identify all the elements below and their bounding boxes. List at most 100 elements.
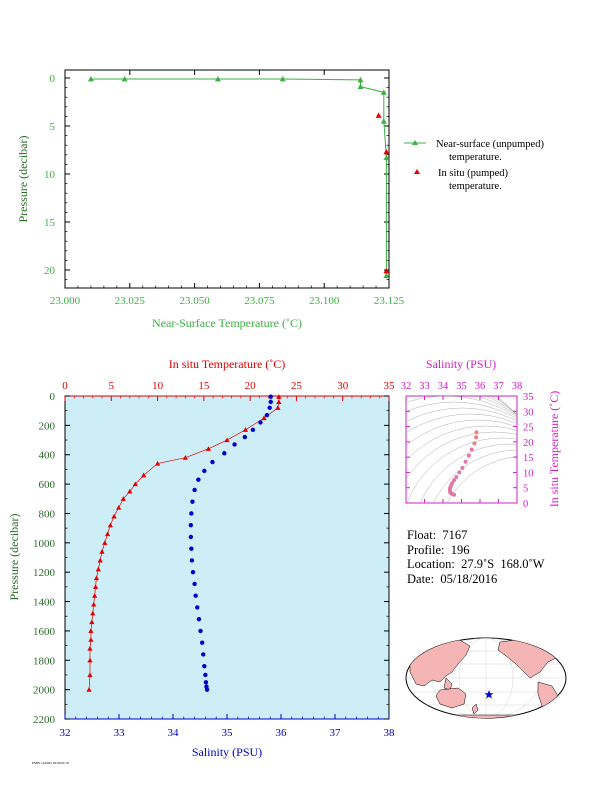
main-plot-background [64, 395, 390, 720]
temperature-point [88, 628, 94, 633]
ts-salinity-tick-label: 33 [419, 381, 430, 392]
near-surface-point [380, 118, 387, 124]
pressure-tick-label: 2200 [33, 714, 56, 726]
profile-date: Date: 05/18/2016 [407, 571, 498, 586]
top-y-tick-label: 5 [50, 121, 56, 133]
ts-point [452, 492, 457, 497]
legend-near-surface-line1: Near-surface (unpumped) [436, 139, 544, 150]
pressure-tick-label: 600 [39, 479, 56, 491]
salinity-point [195, 605, 200, 610]
ts-point [457, 470, 462, 475]
top-x-tick-label: 23.025 [115, 295, 146, 307]
top-x-tick-label: 23.075 [244, 295, 275, 307]
near-surface-point [357, 83, 364, 90]
ts-salinity-tick-label: 35 [456, 381, 467, 392]
temp-tick-label: 15 [198, 380, 210, 392]
temperature-point [95, 566, 101, 572]
top-x-tick-label: 23.050 [179, 295, 210, 307]
ts-temp-tick-label: 35 [523, 392, 534, 403]
temperature-point [116, 504, 122, 510]
salinity-point [201, 652, 206, 657]
ts-point [460, 465, 465, 470]
in-situ-point [383, 148, 390, 155]
temperature-point [92, 593, 98, 598]
legend-marker-in-situ [414, 169, 420, 174]
temperature-point [120, 496, 126, 501]
pressure-tick-label: 200 [39, 420, 56, 432]
ts-salinity-tick-label: 34 [438, 381, 449, 392]
ts-point [463, 459, 468, 464]
top-x-tick-label: 23.000 [50, 295, 81, 307]
salinity-point [189, 558, 195, 563]
salinity-point [199, 640, 205, 645]
temperature-point [261, 415, 267, 421]
australia-landmass [435, 687, 467, 709]
temperature-point [102, 540, 108, 545]
salinity-point [190, 569, 196, 575]
temperature-point [127, 488, 133, 494]
salinity-point [210, 459, 215, 465]
salinity-point [242, 434, 248, 440]
ts-temp-tick-label: 5 [523, 484, 528, 495]
temperature-point [87, 672, 93, 678]
temperature-point [104, 531, 111, 537]
ts-temp-tick-label: 0 [523, 499, 528, 510]
near-surface-point [214, 75, 221, 82]
footer-credit: PMEL/APOD 2016/05/18 [32, 761, 69, 765]
profile-number: Profile: 196 [407, 542, 470, 557]
float-info: Float: 7167 Profile: 196 Location: 27.9˚… [407, 528, 544, 586]
top-legend: Near-surface (unpumped) temperature. In … [404, 139, 544, 192]
temperature-point [91, 601, 97, 607]
temperature-point [242, 427, 249, 432]
top-x-tick-label: 23.125 [374, 295, 405, 307]
salinity-tick-label: 32 [60, 727, 71, 739]
temperature-point [97, 557, 103, 563]
salinity-point [189, 546, 194, 551]
salinity-point [232, 442, 237, 447]
temperature-point [89, 619, 95, 625]
salinity-point [196, 616, 202, 622]
isopycnal-curve [406, 425, 517, 461]
temperature-point [92, 584, 99, 589]
salinity-point [250, 427, 256, 432]
legend-in-situ-line1: In situ (pumped) [438, 168, 508, 179]
ts-temperature-label: In situ Temperature (˚C) [547, 391, 561, 508]
pressure-tick-label: 1800 [33, 655, 56, 667]
location-map [405, 637, 567, 719]
ts-point [474, 430, 479, 435]
isopycnal-curve [406, 401, 517, 420]
temperature-point [141, 472, 147, 478]
salinity-point [203, 680, 209, 685]
pressure-tick-label: 1400 [33, 597, 56, 609]
temperature-point [182, 455, 188, 460]
salinity-point [192, 581, 197, 587]
salinity-point [267, 405, 272, 410]
legend-marker-near-surface [412, 140, 418, 145]
temperature-axis-label: In situ Temperature (˚C) [169, 357, 286, 371]
temperature-point [87, 645, 93, 651]
near-surface-point [121, 75, 128, 82]
isopycnal-curve [406, 431, 517, 480]
salinity-tick-label: 35 [222, 727, 234, 739]
temperature-point [93, 575, 100, 581]
salinity-point [258, 420, 263, 425]
temp-tick-label: 10 [152, 380, 164, 392]
salinity-point [203, 672, 208, 678]
legend-in-situ-line2: temperature. [449, 181, 502, 192]
near-surface-point [357, 76, 364, 83]
float-number: Float: 7167 [407, 528, 468, 542]
pressure-tick-label: 1600 [33, 626, 56, 638]
ts-plot-frame [405, 395, 518, 504]
salinity-point [204, 687, 210, 692]
near-surface-point [383, 272, 390, 279]
salinity-tick-label: 36 [276, 727, 288, 739]
top-y-tick-label: 15 [44, 217, 56, 229]
salinity-point [268, 399, 273, 405]
ts-diagram: 32 33 34 35 36 37 38 0 5 10 15 20 25 30 35 Salinity (… [401, 357, 561, 510]
salinity-point [202, 663, 207, 669]
isopycnal-curve [406, 413, 517, 434]
near-surface-point [383, 154, 390, 161]
salinity-point [193, 593, 198, 598]
pressure-tick-label: 1000 [33, 538, 56, 550]
salinity-point [189, 511, 194, 516]
